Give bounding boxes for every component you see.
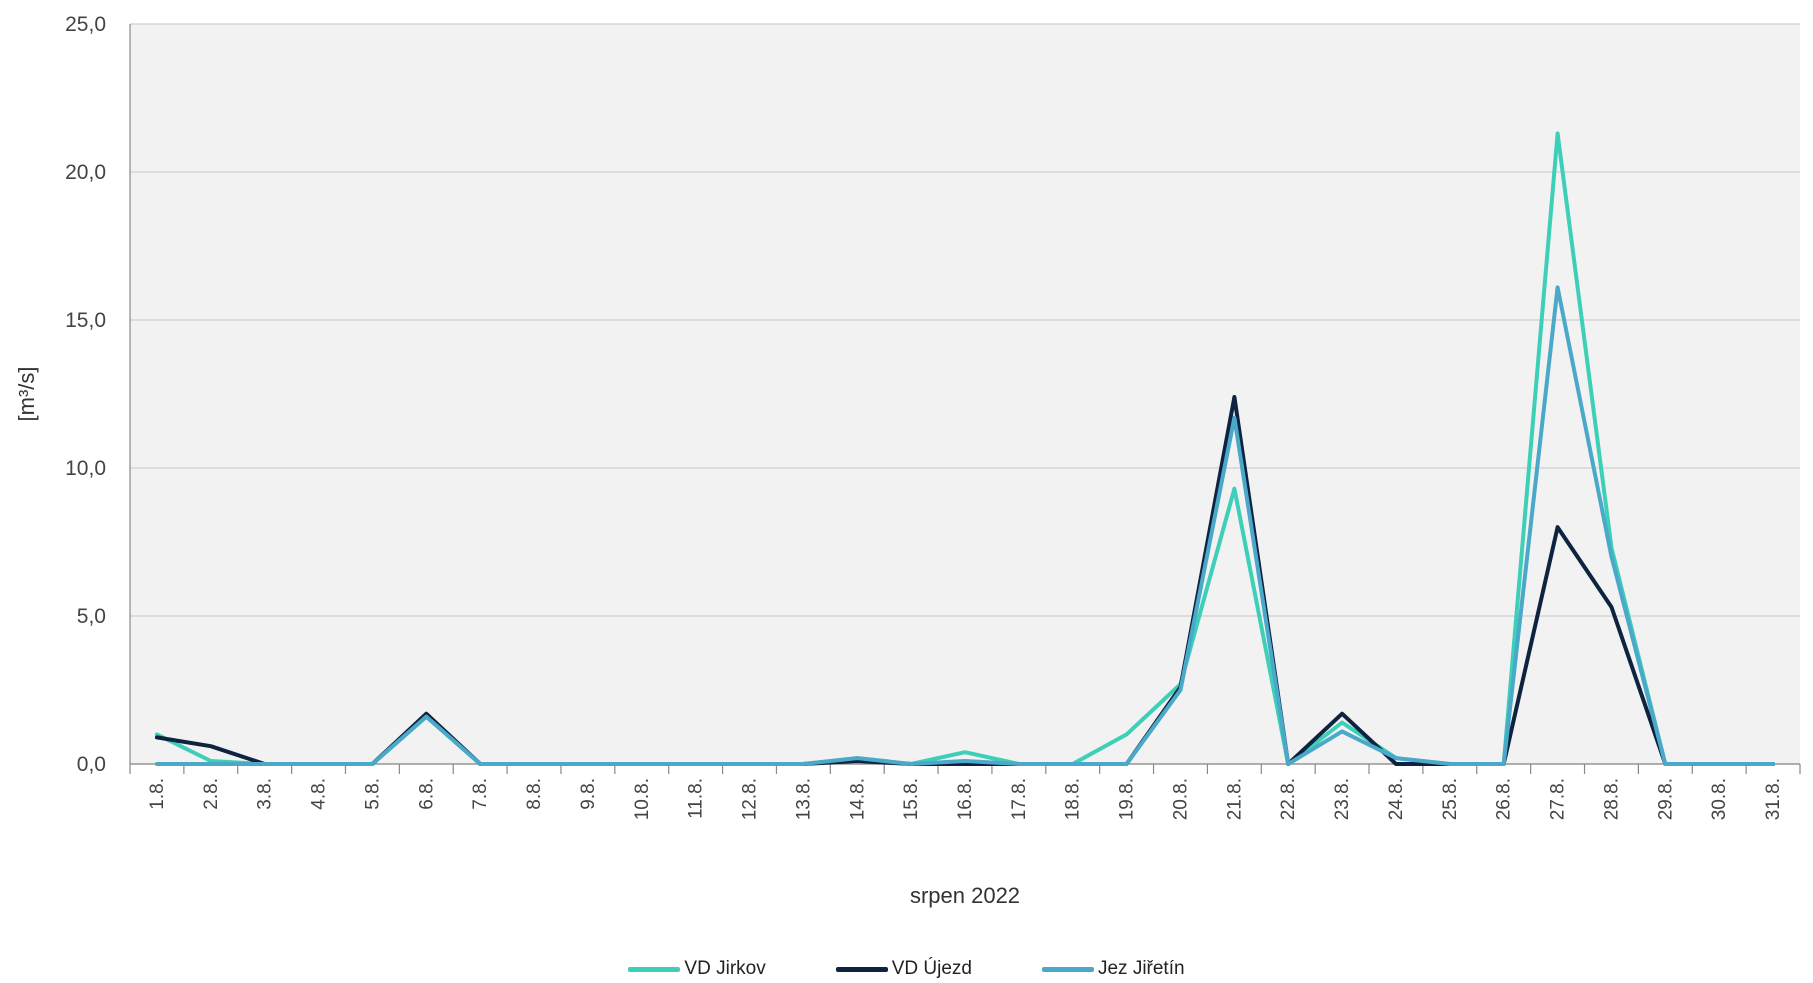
x-tick-label: 4.8. <box>309 778 330 810</box>
x-tick-label: 24.8. <box>1386 778 1407 820</box>
x-tick-label: 5.8. <box>362 778 383 810</box>
x-tick-label: 26.8. <box>1494 778 1515 820</box>
x-tick-label: 15.8. <box>901 778 922 820</box>
legend-item: VD Jirkov <box>628 958 766 980</box>
x-tick-label: 16.8. <box>955 778 976 820</box>
x-tick-label: 14.8. <box>847 778 868 820</box>
x-tick-label: 6.8. <box>416 778 437 810</box>
x-tick-label: 22.8. <box>1278 778 1299 820</box>
x-tick-label: 12.8. <box>740 778 761 820</box>
x-tick-label: 29.8. <box>1655 778 1676 820</box>
x-tick-label: 10.8. <box>632 778 653 820</box>
x-tick-label: 25.8. <box>1440 778 1461 820</box>
x-tick-label: 11.8. <box>686 778 707 819</box>
series-line <box>154 285 1776 766</box>
legend: VD Jirkov VD Újezd Jez Jiřetín <box>0 955 1813 983</box>
series-lines <box>154 131 1776 766</box>
x-tick-label: 3.8. <box>255 778 276 810</box>
y-tick-label: 15,0 <box>65 309 106 332</box>
x-tick-label: 31.8. <box>1763 778 1784 820</box>
legend-label: VD Újezd <box>891 958 972 979</box>
y-tick-label: 25,0 <box>65 13 106 36</box>
x-tick-label: 20.8. <box>1170 778 1191 820</box>
legend-item: Jez Jiřetín <box>1041 958 1185 980</box>
y-tick-labels: 0,0 5,0 10,0 15,0 20,0 25,0 <box>65 13 106 776</box>
legend-swatch <box>1041 966 1094 972</box>
y-tick-label: 5,0 <box>77 605 106 628</box>
x-tick-label: 13.8. <box>793 778 814 820</box>
x-tick-label: 17.8. <box>1009 778 1030 820</box>
x-axis-title: srpen 2022 <box>910 883 1020 908</box>
x-tick-label: 18.8. <box>1063 778 1084 820</box>
x-tick-label: 1.8. <box>147 778 168 810</box>
x-tick-label: 7.8. <box>470 778 491 810</box>
x-tick-label: 28.8. <box>1601 778 1622 820</box>
x-tick-label: 30.8. <box>1709 778 1730 820</box>
legend-item: VD Újezd <box>835 958 972 980</box>
legend-label: Jez Jiřetín <box>1097 958 1185 979</box>
y-tick-label: 10,0 <box>65 457 106 480</box>
x-tick-label: 2.8. <box>201 778 222 810</box>
x-tick-label: 19.8. <box>1117 778 1138 820</box>
x-tick-label: 9.8. <box>578 778 599 810</box>
x-tick-labels: 1.8. 2.8. 3.8. 4.8. 5.8. 6.8. 7.8. 8.8. 9.8. 10.8… <box>147 778 1784 820</box>
legend-swatch <box>835 966 888 972</box>
y-tick-label: 20,0 <box>65 161 106 184</box>
plot-area <box>130 24 1800 764</box>
y-axis-title: [m³/s] <box>14 367 39 422</box>
x-tick-label: 27.8. <box>1548 778 1569 820</box>
legend-swatch <box>628 966 681 972</box>
legend-label: VD Jirkov <box>684 958 766 979</box>
y-tick-label: 0,0 <box>77 753 106 776</box>
x-tick-label: 23.8. <box>1332 778 1353 820</box>
x-tick-label: 21.8. <box>1224 778 1245 820</box>
x-tick-label: 8.8. <box>524 778 545 810</box>
